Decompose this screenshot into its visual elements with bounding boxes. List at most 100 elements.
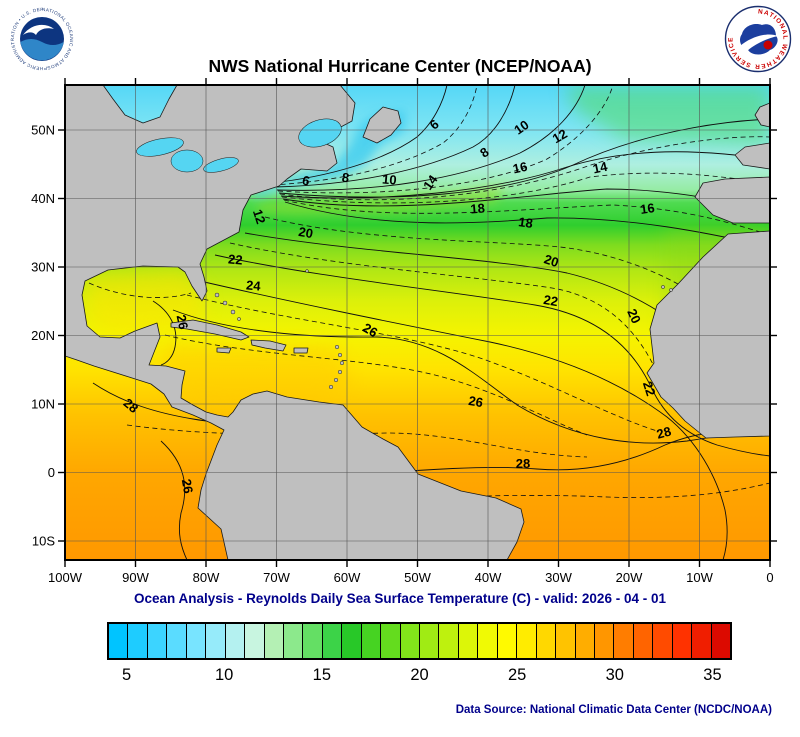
nws-logo: NATIONAL WEATHER SERVICE [724,5,792,73]
colorbar-cell [186,624,207,658]
isotherm-value-label: 14 [591,159,609,177]
colorbar-cell [497,624,518,658]
even-isotherms [92,85,770,560]
canary-islands [661,285,673,292]
isotherm-value-label: 18 [470,200,486,216]
isotherm-value-label: 28 [516,456,530,471]
isotherm-value-label: 16 [639,200,655,217]
colorbar-cell [478,624,498,658]
isotherm-value-label: 26 [360,320,380,340]
newfoundland-island [362,106,402,144]
lake-superior [136,137,184,157]
puerto-rico-island [293,347,309,354]
longitude-label: 90W [122,570,149,585]
colorbar-cell [420,624,440,658]
colorbar: 5 10 15 20 25 30 35 [107,622,732,690]
isotherm-value-label: 12 [250,207,269,225]
page-title: NWS National Hurricane Center (NCEP/NOAA… [208,56,592,76]
colorbar-cells [107,622,732,660]
longitude-label: 50W [404,570,431,585]
lesser-antilles-islands [328,344,345,390]
longitude-label: 70W [263,570,290,585]
isotherm-value-label: 26 [179,478,196,495]
colorbar-cell [633,624,654,658]
isotherm-value-label: 26 [174,313,192,330]
longitude-label: 40W [475,570,502,585]
colorbar-cell [692,624,712,658]
cuba-island [170,319,250,341]
colorbar-tick-label: 25 [507,666,527,684]
map-frame [64,84,771,561]
nws-bird-swoosh-icon [740,34,778,52]
colorbar-cell [594,624,615,658]
france-coast [734,142,770,170]
longitude-label: 80W [193,570,220,585]
axis-ticks [58,78,777,567]
colorbar-cell [303,624,323,658]
colorbar-cell [381,624,401,658]
colorbar-cell [400,624,420,658]
isotherm-value-label: 20 [297,224,314,241]
england-coast [754,102,770,128]
isotherm-value-label: 22 [228,251,244,267]
colorbar-tick-labels: 5 10 15 20 25 30 35 [107,666,732,690]
colorbar-cell [283,624,304,658]
latitude-label: 30N [31,260,55,275]
isotherm-value-label: 6 [301,173,311,189]
noaa-seagull-icon [23,24,54,35]
colorbar-tick-label: 35 [703,666,722,684]
isotherm-value-label: 20 [624,306,644,325]
latitude-label: 50N [31,123,55,138]
isotherm-value-label: 24 [246,277,262,293]
hispaniola-island [250,339,287,352]
colorbar-tick-label: 15 [312,666,332,684]
isotherm-value-label: 16 [511,159,528,177]
lakes [136,118,342,173]
colorbar-cell [439,624,459,658]
colorbar-cell [147,624,168,658]
longitude-label: 100W [48,570,83,585]
land-masses [65,85,770,560]
latitude-label: 10S [32,534,55,549]
colorbar-cell [322,624,343,658]
isotherm-value-label: 8 [341,170,350,186]
y-axis-labels: 50N 40N 30N 20N 10N 0 10S [31,123,55,549]
nws-hurricane-dot [763,40,773,50]
colorbar-cell [517,624,537,658]
lake-michigan-huron [170,149,204,173]
latitude-label: 20N [31,328,55,343]
isotherm-value-label: 28 [655,424,673,442]
colorbar-tick-label: 5 [121,666,132,684]
isotherm-value-label: 22 [640,379,659,397]
latitude-label: 0 [48,465,55,480]
colorbar-cell [264,624,284,658]
colorbar-cell [245,624,265,658]
longitude-label: 60W [334,570,361,585]
colorbar-tick-label: 10 [215,666,234,684]
lake-erie-ontario [203,157,239,173]
colorbar-cell [614,624,634,658]
colorbar-cell [206,624,226,658]
africa-landmass [646,230,770,439]
x-axis-labels: 100W 90W 80W 70W 60W 50W 40W 30W 20W 10W 0 [48,570,774,585]
isotherm-value-label: 10 [511,117,531,138]
colorbar-tick-label: 30 [605,666,624,684]
gulf-of-st-lawrence [298,118,342,148]
longitude-label: 0 [766,570,773,585]
longitude-label: 20W [616,570,643,585]
longitude-label: 30W [545,570,572,585]
colorbar-cell [109,624,129,658]
isotherm-value-label: 26 [467,393,484,410]
colorbar-cell [128,624,148,658]
latitude-label: 40N [31,191,55,206]
latitude-label: 10N [31,397,55,412]
colorbar-cell [458,624,479,658]
noaa-emblem-sea [20,39,64,61]
colorbar-cell [225,624,246,658]
isotherm-value-label: 20 [542,251,560,270]
iberia-landmass [694,176,770,224]
bahamas-islands [214,269,309,321]
colorbar-cell [653,624,673,658]
colorbar-cell [167,624,187,658]
